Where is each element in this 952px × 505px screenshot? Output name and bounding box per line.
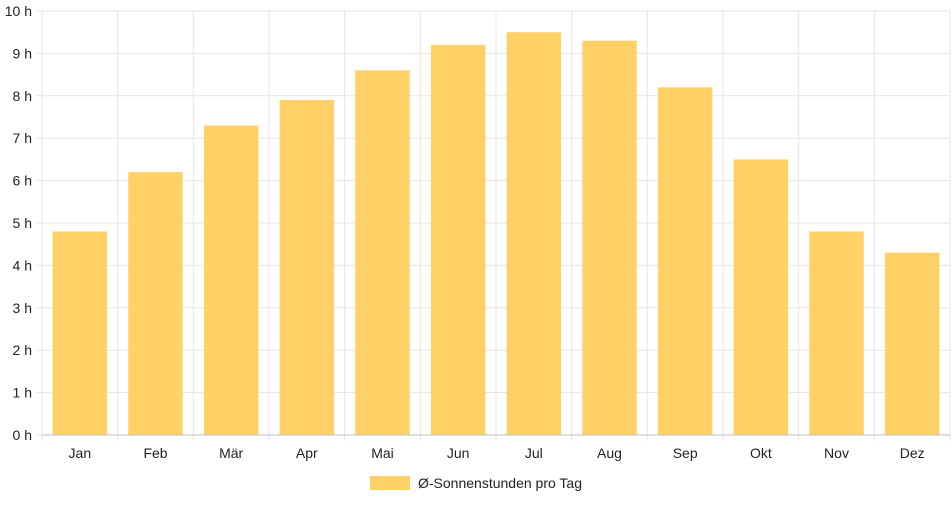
bar [430, 44, 486, 436]
x-tick-label: Mär [219, 445, 243, 461]
x-tick-label: Nov [824, 445, 849, 461]
bar [657, 87, 713, 435]
legend-swatch[interactable] [370, 476, 410, 490]
x-tick-label: Jul [525, 445, 543, 461]
y-tick-label: 8 h [13, 88, 32, 104]
bar [128, 172, 183, 435]
x-tick-label: Sep [673, 445, 698, 461]
x-tick-label: Jun [447, 445, 470, 461]
y-tick-label: 6 h [13, 173, 32, 189]
bar [52, 231, 108, 435]
y-tick-label: 5 h [13, 215, 32, 231]
bar [203, 125, 259, 435]
grid-layer [36, 10, 951, 441]
x-tick-label: Aug [597, 445, 622, 461]
y-tick-label: 7 h [13, 130, 32, 146]
bar-layer [52, 32, 940, 436]
bar [582, 40, 637, 436]
y-tick-label: 1 h [13, 385, 32, 401]
bar [884, 252, 940, 435]
bar [506, 32, 562, 435]
y-tick-label: 10 h [5, 3, 32, 19]
bar [809, 231, 864, 435]
axis-layer: 0 h 1 h 2 h 3 h 4 h 5 h 6 h 7 h 8 h 9 h 10 h Jan Feb… [5, 3, 950, 461]
legend-label[interactable]: Ø-Sonnenstunden pro Tag [418, 475, 582, 491]
bar [733, 159, 789, 435]
x-tick-label: Apr [296, 445, 318, 461]
x-tick-label: Mai [371, 445, 394, 461]
y-tick-label: 3 h [13, 300, 32, 316]
x-tick-label: Jan [69, 445, 92, 461]
y-tick-label: 0 h [13, 427, 32, 443]
legend: Ø-Sonnenstunden pro Tag [0, 471, 952, 495]
bar [279, 100, 335, 435]
y-tick-label: 4 h [13, 257, 32, 273]
bar [355, 70, 410, 436]
y-tick-label: 9 h [13, 45, 32, 61]
y-tick-label: 2 h [13, 342, 32, 358]
x-tick-label: Feb [143, 445, 167, 461]
x-tick-label: Dez [900, 445, 925, 461]
x-tick-label: Okt [750, 445, 772, 461]
